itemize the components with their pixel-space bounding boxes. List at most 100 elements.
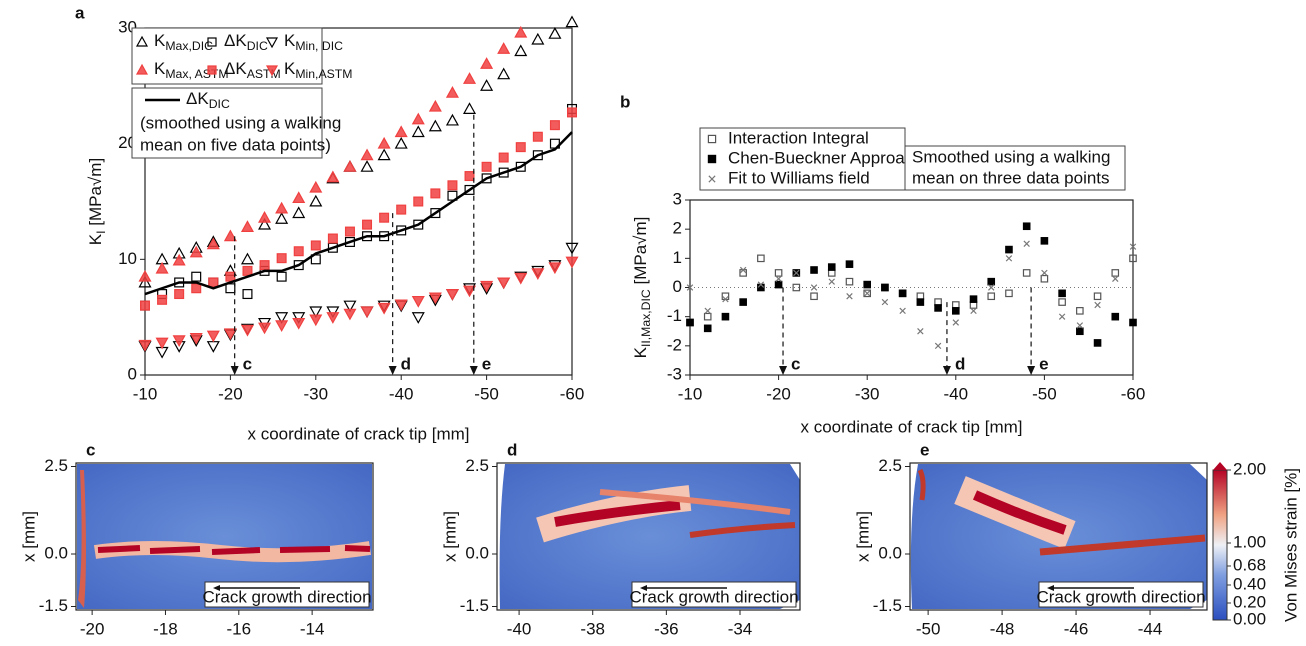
point xyxy=(155,261,169,274)
direction-arrowhead xyxy=(1047,585,1054,591)
point xyxy=(265,65,279,77)
point xyxy=(344,226,355,237)
point xyxy=(899,307,906,315)
point xyxy=(952,319,960,326)
marker-label: d xyxy=(401,354,411,373)
marker-arrow xyxy=(388,366,397,375)
legend-label-part: Max,DIC xyxy=(165,39,213,53)
point xyxy=(1129,243,1137,250)
point xyxy=(704,307,711,315)
point xyxy=(258,217,272,230)
x-tick-label: -18 xyxy=(153,619,178,638)
point xyxy=(703,312,712,321)
y-axis-label: x [mm] xyxy=(19,511,38,562)
colorbar-tick-label: 0.68 xyxy=(1233,555,1266,574)
x-tick-label: -50 xyxy=(1032,384,1057,403)
point xyxy=(1093,339,1102,347)
y-axis-label: KII,Max,DIC [MPa√m] xyxy=(631,217,653,359)
x-tick-label: -50 xyxy=(916,619,941,638)
colorbar xyxy=(1212,469,1228,621)
panel-label: e xyxy=(920,440,929,459)
point xyxy=(810,284,818,291)
point xyxy=(987,277,996,286)
point xyxy=(223,229,237,242)
point xyxy=(464,171,475,182)
point xyxy=(138,275,152,288)
x-tick-label: -38 xyxy=(580,619,605,638)
x-tick-label: -46 xyxy=(1064,619,1089,638)
point xyxy=(532,150,543,161)
y-tick-label: 10 xyxy=(118,249,137,268)
point xyxy=(969,295,978,303)
point xyxy=(1040,237,1049,245)
point xyxy=(863,290,871,297)
marker-label: e xyxy=(1039,354,1048,373)
y-tick-label: -1.5 xyxy=(873,596,902,615)
panel-label: c xyxy=(86,440,95,459)
point xyxy=(1058,298,1066,306)
point xyxy=(497,277,511,290)
point xyxy=(463,72,477,84)
point xyxy=(258,322,272,335)
point xyxy=(757,281,765,288)
y-axis-label-part: [MPa√m] xyxy=(631,217,650,290)
point xyxy=(394,125,408,138)
y-tick-label: 0.0 xyxy=(44,543,68,562)
annotation-box xyxy=(1038,581,1204,608)
point xyxy=(481,173,492,184)
y-tick-label: 3 xyxy=(673,189,682,208)
point xyxy=(686,318,694,327)
point xyxy=(207,65,217,75)
point xyxy=(739,298,747,306)
y-axis-label-part: K xyxy=(86,233,105,245)
y-tick-label: -3 xyxy=(667,364,682,383)
point xyxy=(514,25,528,38)
legend-label-part: K xyxy=(284,31,296,50)
point xyxy=(225,283,236,294)
point xyxy=(447,180,458,191)
legend-label-part: K xyxy=(154,31,166,50)
point xyxy=(326,306,340,319)
point xyxy=(362,219,373,230)
x-tick-label: -16 xyxy=(227,619,252,638)
y-axis-label-part: II,Max,DIC xyxy=(639,289,653,347)
legend-label-part: K xyxy=(284,59,296,78)
x-tick-label: -40 xyxy=(389,384,414,403)
point xyxy=(174,289,185,300)
point xyxy=(1005,255,1013,262)
point xyxy=(413,219,424,230)
point xyxy=(514,44,528,57)
point xyxy=(1076,307,1084,315)
point xyxy=(774,280,783,289)
panel-label: a xyxy=(75,3,85,22)
point xyxy=(265,37,279,49)
heatmap-field xyxy=(910,464,1207,609)
x-axis-label: x coordinate of crack tip [mm] xyxy=(800,417,1022,436)
point xyxy=(739,266,747,274)
point xyxy=(1111,312,1120,321)
point xyxy=(1005,289,1013,298)
point xyxy=(172,335,186,348)
point xyxy=(140,300,151,311)
y-tick-label: 2.5 xyxy=(878,456,902,475)
point xyxy=(377,148,391,161)
annotation-box xyxy=(204,581,370,608)
legend-label: Chen-Bueckner Approach xyxy=(728,148,923,167)
point xyxy=(565,242,579,255)
point xyxy=(172,253,186,266)
point xyxy=(1076,322,1084,329)
point xyxy=(309,180,323,193)
legend-label-part: K xyxy=(154,59,166,78)
point xyxy=(757,254,765,263)
point xyxy=(1093,292,1102,301)
point xyxy=(934,342,942,350)
point xyxy=(242,265,253,276)
point xyxy=(810,266,818,274)
x-tick-label: -30 xyxy=(855,384,880,403)
legend-label: KMin, DIC xyxy=(284,31,343,53)
point xyxy=(565,15,579,28)
point xyxy=(377,136,391,149)
point xyxy=(191,271,202,282)
point xyxy=(242,289,253,300)
point xyxy=(828,278,835,285)
